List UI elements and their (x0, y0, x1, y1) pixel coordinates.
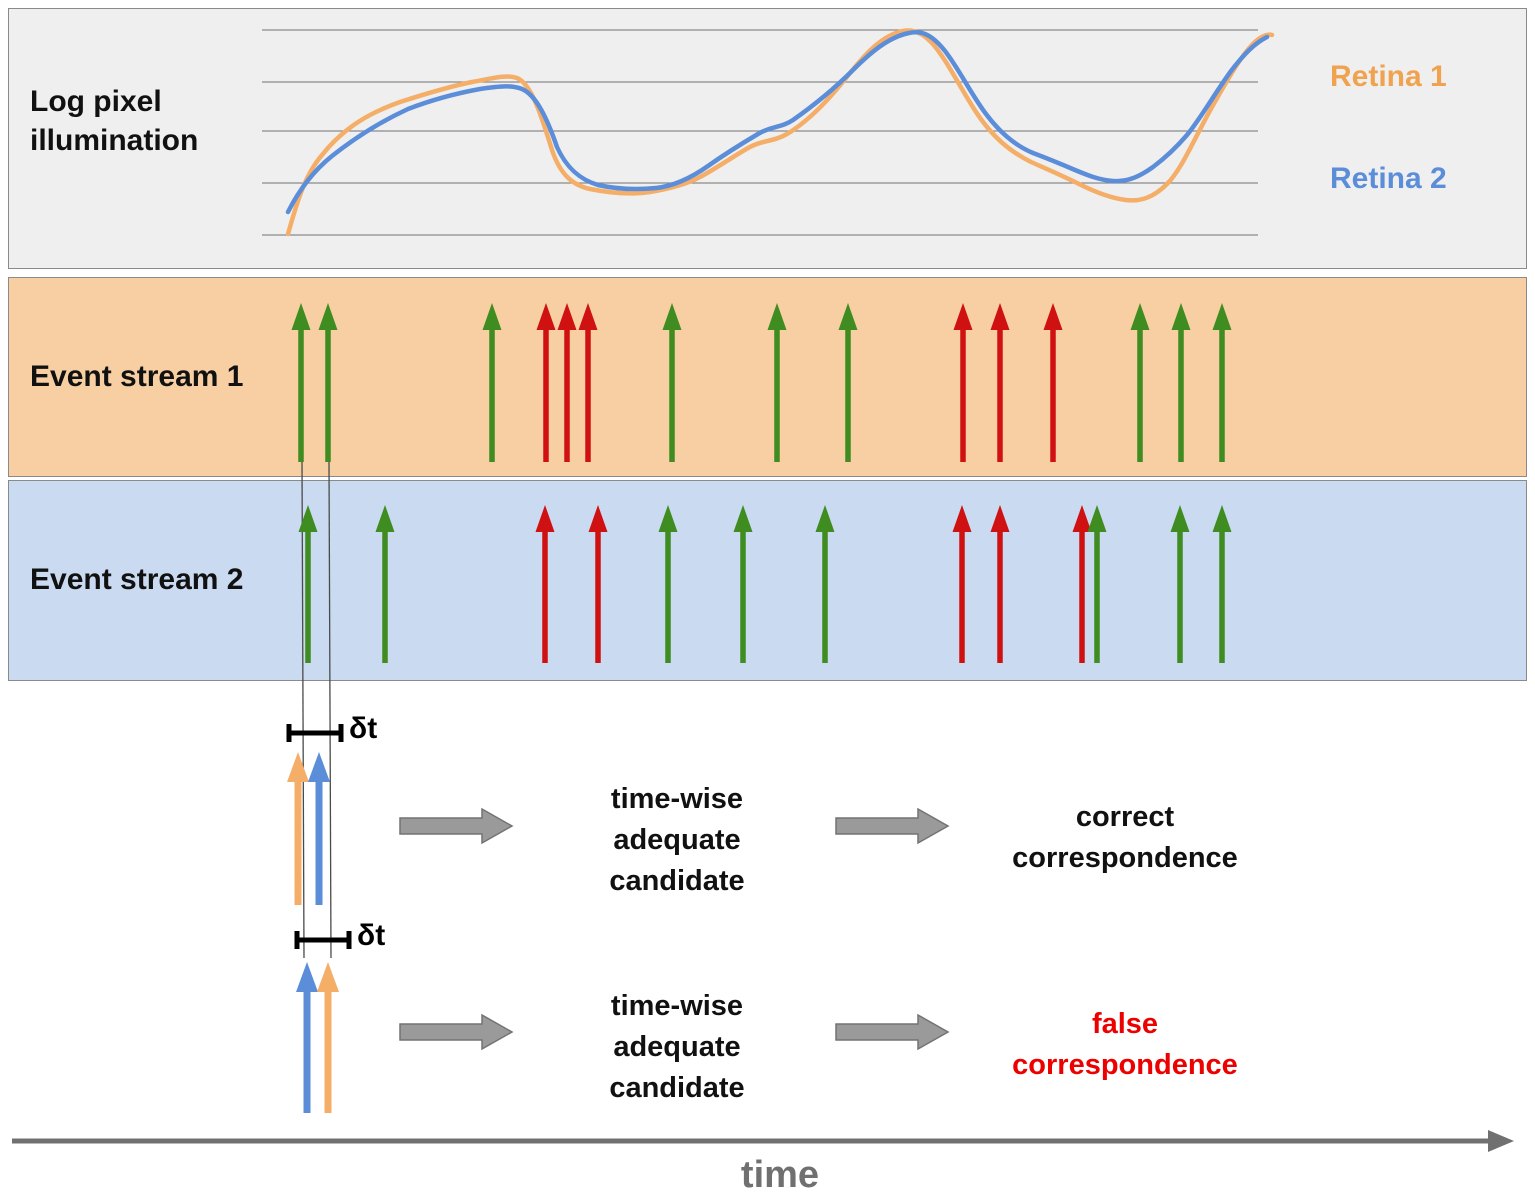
candidate-arrow-head (317, 962, 339, 992)
log-pixel-illumination-label: Log pixel illumination (30, 85, 199, 157)
time-axis-label: time (740, 1154, 820, 1196)
flow-arrow (835, 807, 950, 845)
candidate-arrow-head (296, 962, 318, 992)
correct-correspondence-text: correct correspondence (1012, 801, 1238, 874)
flow-arrow (399, 807, 514, 845)
flow-arrow (399, 1013, 514, 1051)
log-illumination-panel (8, 8, 1527, 269)
candidate-text-1: time-wise adequate candidate (609, 783, 745, 897)
false-correspondence-text: false correspondence (1012, 1008, 1238, 1081)
legend-retina-1: Retina 1 (1330, 60, 1447, 93)
event-stream-1-label: Event stream 1 (30, 360, 244, 393)
delta-t-label-2: δt (357, 919, 386, 952)
legend-retina-2: Retina 2 (1330, 162, 1447, 195)
event-stream-2-panel (8, 480, 1527, 681)
delta-t-label-1: δt (349, 712, 378, 745)
candidate-text-2: time-wise adequate candidate (609, 990, 745, 1104)
event-stream-2-label: Event stream 2 (30, 563, 244, 596)
candidate-arrow-head (287, 752, 309, 782)
flow-arrow (835, 1013, 950, 1051)
time-axis-arrowhead (1488, 1130, 1514, 1152)
candidate-arrow-head (308, 752, 330, 782)
